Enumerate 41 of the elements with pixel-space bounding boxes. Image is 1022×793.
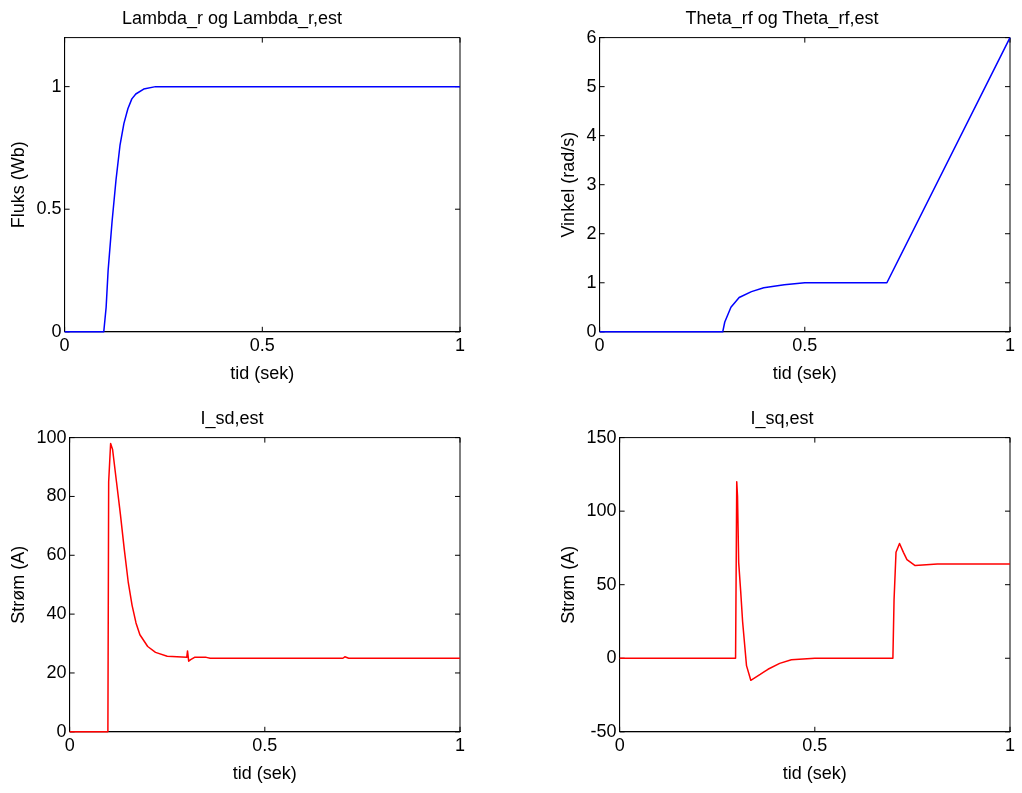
y-tick-label: 1 xyxy=(586,271,597,292)
y-tick-label: 0 xyxy=(51,320,62,341)
y-axis-title: Vinkel (rad/s) xyxy=(557,131,578,238)
y-tick-label: 80 xyxy=(46,485,67,506)
y-tick-label: 0 xyxy=(56,720,67,741)
y-tick-label: 150 xyxy=(586,426,617,447)
x-tick-label: 0.5 xyxy=(802,734,828,755)
x-tick-label: 1 xyxy=(454,734,466,755)
y-axis-title: Fluks (Wb) xyxy=(7,141,28,229)
x-axis-title: tid (sek) xyxy=(230,363,295,384)
x-tick-label: 1 xyxy=(454,334,466,355)
y-axis-title: Strøm (A) xyxy=(557,545,578,624)
y-tick-label: 5 xyxy=(586,75,597,96)
x-tick-label: 0.5 xyxy=(792,334,818,355)
y-tick-label: 100 xyxy=(36,426,67,447)
y-tick-label: -50 xyxy=(590,720,617,741)
y-tick-label: 4 xyxy=(586,124,597,145)
y-tick-label: 3 xyxy=(586,173,597,194)
x-tick-label: 0.5 xyxy=(252,734,278,755)
chart-title: I_sq,est xyxy=(750,407,814,429)
y-tick-label: 1 xyxy=(51,75,62,96)
x-tick-label: 0.5 xyxy=(249,334,275,355)
y-tick-label: 100 xyxy=(586,500,617,521)
y-axis-title: Strøm (A) xyxy=(7,545,28,624)
x-tick-label: 1 xyxy=(1004,734,1016,755)
chart-title: Theta_rf og Theta_rf,est xyxy=(685,7,879,29)
y-tick-label: 20 xyxy=(46,661,67,682)
chart-title: Lambda_r og Lambda_r,est xyxy=(121,7,343,29)
x-axis-title: tid (sek) xyxy=(782,763,847,784)
y-tick-label: 0 xyxy=(586,320,597,341)
y-tick-label: 60 xyxy=(46,544,67,565)
chart-title: I_sd,est xyxy=(200,407,264,429)
y-tick-label: 40 xyxy=(46,603,67,624)
y-tick-label: 0.5 xyxy=(36,198,62,219)
y-tick-label: 6 xyxy=(586,26,597,47)
x-tick-label: 1 xyxy=(1004,334,1016,355)
x-axis-title: tid (sek) xyxy=(232,763,297,784)
y-tick-label: 0 xyxy=(606,647,617,668)
x-axis-title: tid (sek) xyxy=(772,363,837,384)
y-tick-label: 2 xyxy=(586,222,597,243)
y-tick-label: 50 xyxy=(596,573,617,594)
